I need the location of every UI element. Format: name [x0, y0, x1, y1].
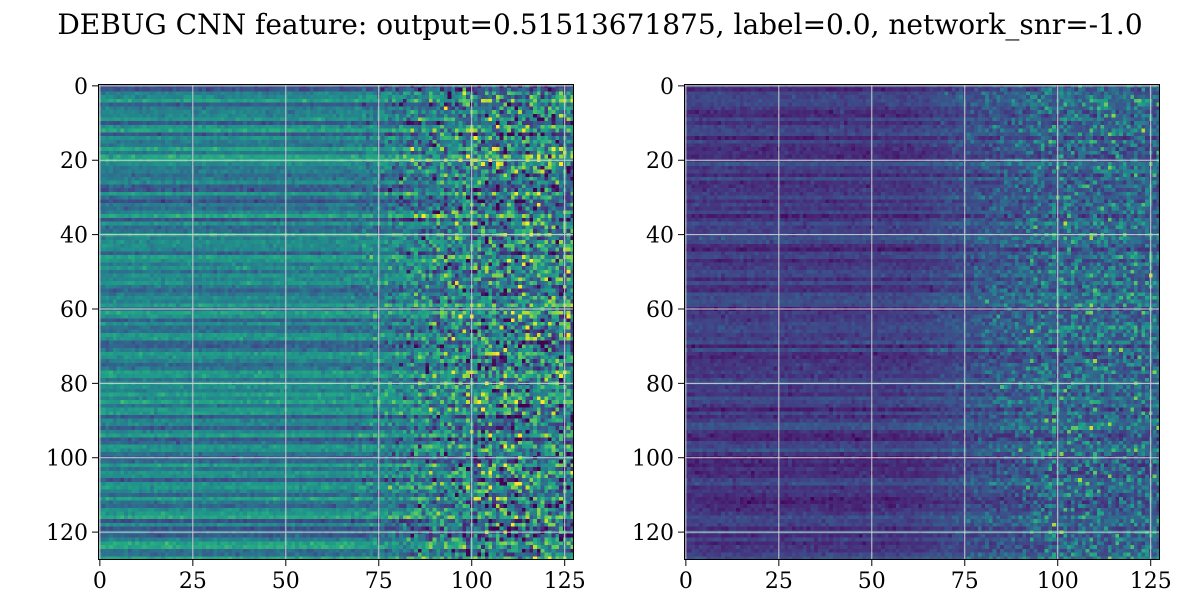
heatmap-axes-left: 0 25 50 75 100 125 0 20 40 60 80 100 120 — [46, 75, 586, 594]
y-tick-label-20-right: 20 — [646, 149, 674, 174]
x-tick-label-100-right: 100 — [1037, 569, 1079, 594]
plot-frame-left — [98, 84, 574, 560]
x-tick-label-75-left: 75 — [365, 569, 393, 594]
y-tick-label-0-left: 0 — [74, 75, 88, 100]
x-tick-label-100-left: 100 — [451, 569, 493, 594]
y-tick-label-80-right: 80 — [646, 372, 674, 397]
y-tick-label-20-left: 20 — [60, 149, 88, 174]
heatmap-panel-right: 0 25 50 75 100 125 0 20 40 60 80 100 120 — [632, 75, 1172, 594]
y-tick-label-80-left: 80 — [60, 372, 88, 397]
y-tick-label-120-left: 120 — [46, 521, 88, 546]
y-tick-label-120-right: 120 — [632, 521, 674, 546]
x-tick-label-75-right: 75 — [951, 569, 979, 594]
y-tick-label-100-right: 100 — [632, 447, 674, 472]
x-tick-label-25-left: 25 — [179, 569, 207, 594]
y-tick-label-0-right: 0 — [660, 75, 674, 100]
y-tick-label-60-left: 60 — [60, 298, 88, 323]
x-tick-label-0-left: 0 — [93, 569, 107, 594]
y-tick-label-40-right: 40 — [646, 224, 674, 249]
heatmap-image-right — [684, 84, 1160, 560]
x-tick-label-25-right: 25 — [765, 569, 793, 594]
x-tick-label-125-left: 125 — [544, 569, 586, 594]
figure-title: DEBUG CNN feature: output=0.51513671875,… — [57, 8, 1143, 41]
x-tick-label-50-right: 50 — [858, 569, 886, 594]
heatmap-axes-right: 0 25 50 75 100 125 0 20 40 60 80 100 120 — [632, 75, 1172, 594]
x-tick-label-50-left: 50 — [272, 569, 300, 594]
plot-frame-right — [684, 84, 1160, 560]
x-tick-label-125-right: 125 — [1130, 569, 1172, 594]
y-tick-label-60-right: 60 — [646, 298, 674, 323]
heatmap-panel-left: 0 25 50 75 100 125 0 20 40 60 80 100 120 — [46, 75, 586, 594]
y-tick-label-100-left: 100 — [46, 447, 88, 472]
y-tick-label-40-left: 40 — [60, 224, 88, 249]
heatmap-image-left — [98, 84, 574, 560]
x-tick-label-0-right: 0 — [679, 569, 693, 594]
